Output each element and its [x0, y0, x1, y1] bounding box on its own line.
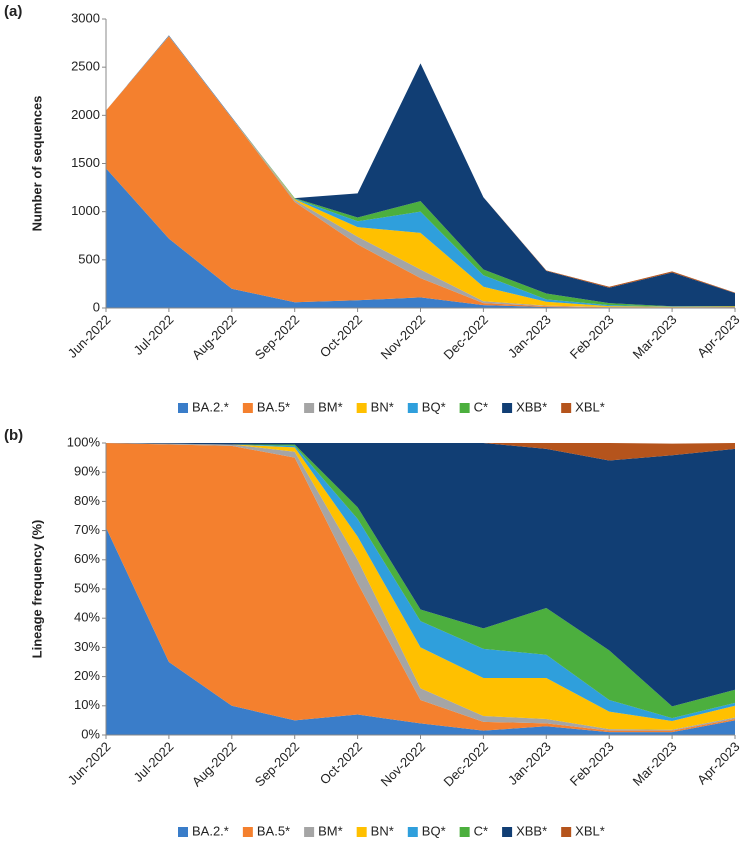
- x-tick-label: Apr-2023: [694, 739, 742, 787]
- y-tick-label: 0: [93, 299, 100, 314]
- legend-label: BA.2.*: [192, 823, 229, 838]
- x-tick-label: Jul-2022: [131, 739, 177, 785]
- legend-swatch: [178, 403, 188, 413]
- y-tick-label: 3000: [71, 10, 100, 25]
- area: [106, 443, 735, 707]
- legend-label: XBL*: [575, 823, 605, 838]
- area: [106, 35, 735, 308]
- legend-swatch: [242, 827, 253, 837]
- y-tick-label: 100%: [67, 434, 101, 449]
- y-tick-label: 1500: [71, 155, 100, 170]
- y-tick-label: 30%: [74, 639, 100, 654]
- x-tick-label: Apr-2023: [694, 312, 742, 360]
- x-tick-label: Jan-2023: [505, 739, 554, 788]
- legend-swatch: [304, 827, 315, 837]
- x-tick-label: Jun-2022: [65, 312, 114, 361]
- legend-label: C*: [474, 823, 488, 838]
- x-tick-label: Dec-2022: [440, 312, 490, 362]
- legend-swatch: [242, 403, 253, 413]
- legend-label: BQ*: [422, 399, 446, 414]
- legend-label: BQ*: [422, 823, 446, 838]
- area: [106, 443, 735, 733]
- area: [106, 443, 735, 730]
- y-tick-label: 500: [78, 251, 100, 266]
- legend-swatch: [178, 827, 188, 837]
- y-tick-label: 90%: [74, 464, 100, 479]
- legend-swatch: [407, 827, 418, 837]
- y-tick-label: 80%: [74, 493, 100, 508]
- x-tick-label: Jul-2022: [131, 312, 177, 358]
- legend-swatch: [356, 403, 367, 413]
- y-tick-label: 20%: [74, 668, 100, 683]
- x-tick-label: Aug-2022: [189, 739, 239, 789]
- legend-swatch: [561, 403, 572, 413]
- legend-label: XBB*: [516, 823, 547, 838]
- y-tick-label: 70%: [74, 522, 100, 537]
- area: [106, 443, 735, 461]
- x-tick-label: Oct-2022: [317, 312, 365, 360]
- panel-label: (b): [4, 427, 23, 444]
- y-axis-title: Lineage frequency (%): [29, 520, 44, 659]
- area: [106, 168, 735, 308]
- x-tick-label: Jan-2023: [505, 312, 554, 361]
- y-tick-label: 60%: [74, 551, 100, 566]
- legend-swatch: [459, 403, 470, 413]
- legend-label: XBL*: [575, 399, 605, 414]
- legend-label: BN*: [371, 823, 394, 838]
- x-tick-label: Nov-2022: [378, 312, 428, 362]
- x-tick-label: Nov-2022: [378, 739, 428, 789]
- legend-swatch: [407, 403, 418, 413]
- area: [106, 36, 735, 308]
- x-tick-label: Mar-2023: [630, 739, 680, 789]
- legend-swatch: [502, 827, 513, 837]
- x-tick-label: Dec-2022: [440, 739, 490, 789]
- legend-label: C*: [474, 399, 488, 414]
- area: [106, 443, 735, 719]
- legend-label: BM*: [318, 399, 343, 414]
- y-tick-label: 2000: [71, 107, 100, 122]
- y-tick-label: 1000: [71, 203, 100, 218]
- x-tick-label: Aug-2022: [189, 312, 239, 362]
- area: [106, 527, 735, 735]
- legend-swatch: [459, 827, 470, 837]
- x-tick-label: Sep-2022: [252, 312, 302, 362]
- x-tick-label: Mar-2023: [630, 312, 680, 362]
- x-tick-label: Sep-2022: [252, 739, 302, 789]
- legend-label: BN*: [371, 399, 394, 414]
- x-tick-label: Feb-2023: [567, 312, 617, 362]
- y-axis-title: Number of sequences: [29, 96, 44, 232]
- x-tick-label: Jun-2022: [65, 739, 114, 788]
- legend-label: XBB*: [516, 399, 547, 414]
- legend-label: BA.2.*: [192, 399, 229, 414]
- legend-swatch: [561, 827, 572, 837]
- y-tick-label: 0%: [81, 726, 100, 741]
- legend-swatch: [356, 827, 367, 837]
- y-tick-label: 50%: [74, 580, 100, 595]
- legend-swatch: [502, 403, 513, 413]
- area: [106, 35, 735, 307]
- legend-label: BM*: [318, 823, 343, 838]
- legend-swatch: [304, 403, 315, 413]
- y-tick-label: 10%: [74, 697, 100, 712]
- panel-label: (a): [4, 3, 22, 20]
- legend-label: BA.5*: [257, 823, 290, 838]
- legend-label: BA.5*: [257, 399, 290, 414]
- y-tick-label: 2500: [71, 59, 100, 74]
- x-tick-label: Feb-2023: [567, 739, 617, 789]
- y-tick-label: 40%: [74, 610, 100, 625]
- x-tick-label: Oct-2022: [317, 739, 365, 787]
